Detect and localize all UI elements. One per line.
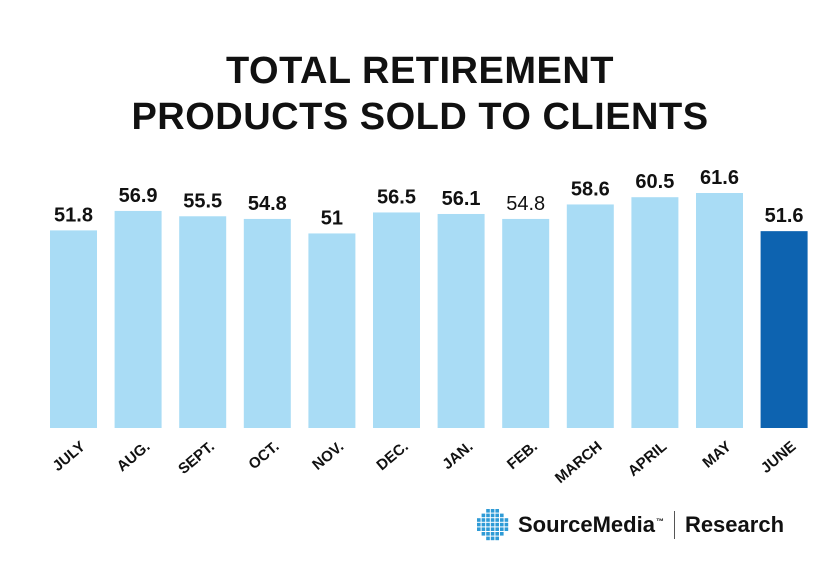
- category-label: OCT.: [245, 438, 282, 473]
- value-label: 60.5: [635, 171, 674, 193]
- bar-jan: [437, 213, 485, 428]
- category-label: NOV.: [309, 438, 347, 474]
- bar-nov: [308, 233, 356, 428]
- category-label: JULY: [50, 438, 89, 475]
- category-label: JAN.: [439, 438, 476, 473]
- bar-oct: [243, 218, 291, 428]
- category-label: MARCH: [552, 438, 606, 487]
- chart-title: TOTAL RETIREMENT PRODUCTS SOLD TO CLIENT…: [0, 48, 840, 140]
- category-label: AUG.: [114, 438, 154, 475]
- category-label: MAY: [699, 438, 734, 472]
- bar-dec: [373, 212, 420, 428]
- value-label: 51.6: [765, 205, 804, 227]
- value-label: 58.6: [571, 178, 610, 200]
- value-label: 61.6: [700, 167, 739, 189]
- bar-june: [760, 231, 808, 428]
- bar-sept: [179, 216, 227, 428]
- value-label: 54.8: [506, 193, 545, 215]
- logo-separator: [673, 511, 675, 539]
- value-label: 51: [321, 207, 343, 229]
- logo-brand: SourceMedia™: [518, 512, 664, 537]
- category-label: SEPT.: [175, 438, 218, 478]
- value-label: 55.5: [183, 190, 222, 212]
- value-label: 56.5: [377, 186, 416, 208]
- category-label: APRIL: [625, 438, 670, 480]
- value-label: 56.1: [442, 188, 481, 210]
- bar-may: [696, 193, 743, 428]
- category-label: FEB.: [504, 438, 541, 473]
- logo-division: Research: [684, 512, 785, 537]
- bar-march: [566, 204, 614, 428]
- category-label: JUNE: [758, 438, 800, 477]
- category-label: DEC.: [373, 438, 411, 474]
- bar-feb: [502, 218, 550, 428]
- bar-aug: [114, 210, 162, 428]
- value-label: 56.9: [119, 185, 158, 207]
- bar-april: [631, 197, 679, 428]
- globe-grid-icon: [477, 509, 509, 541]
- bar-july: [50, 230, 97, 428]
- chart-title-line-1: TOTAL RETIREMENT: [226, 50, 614, 92]
- value-label: 51.8: [54, 204, 93, 226]
- sourcemedia-research-logo: SourceMedia™ Research: [476, 505, 784, 545]
- chart-title-line-2: PRODUCTS SOLD TO CLIENTS: [131, 96, 709, 138]
- value-label: 54.8: [248, 193, 287, 215]
